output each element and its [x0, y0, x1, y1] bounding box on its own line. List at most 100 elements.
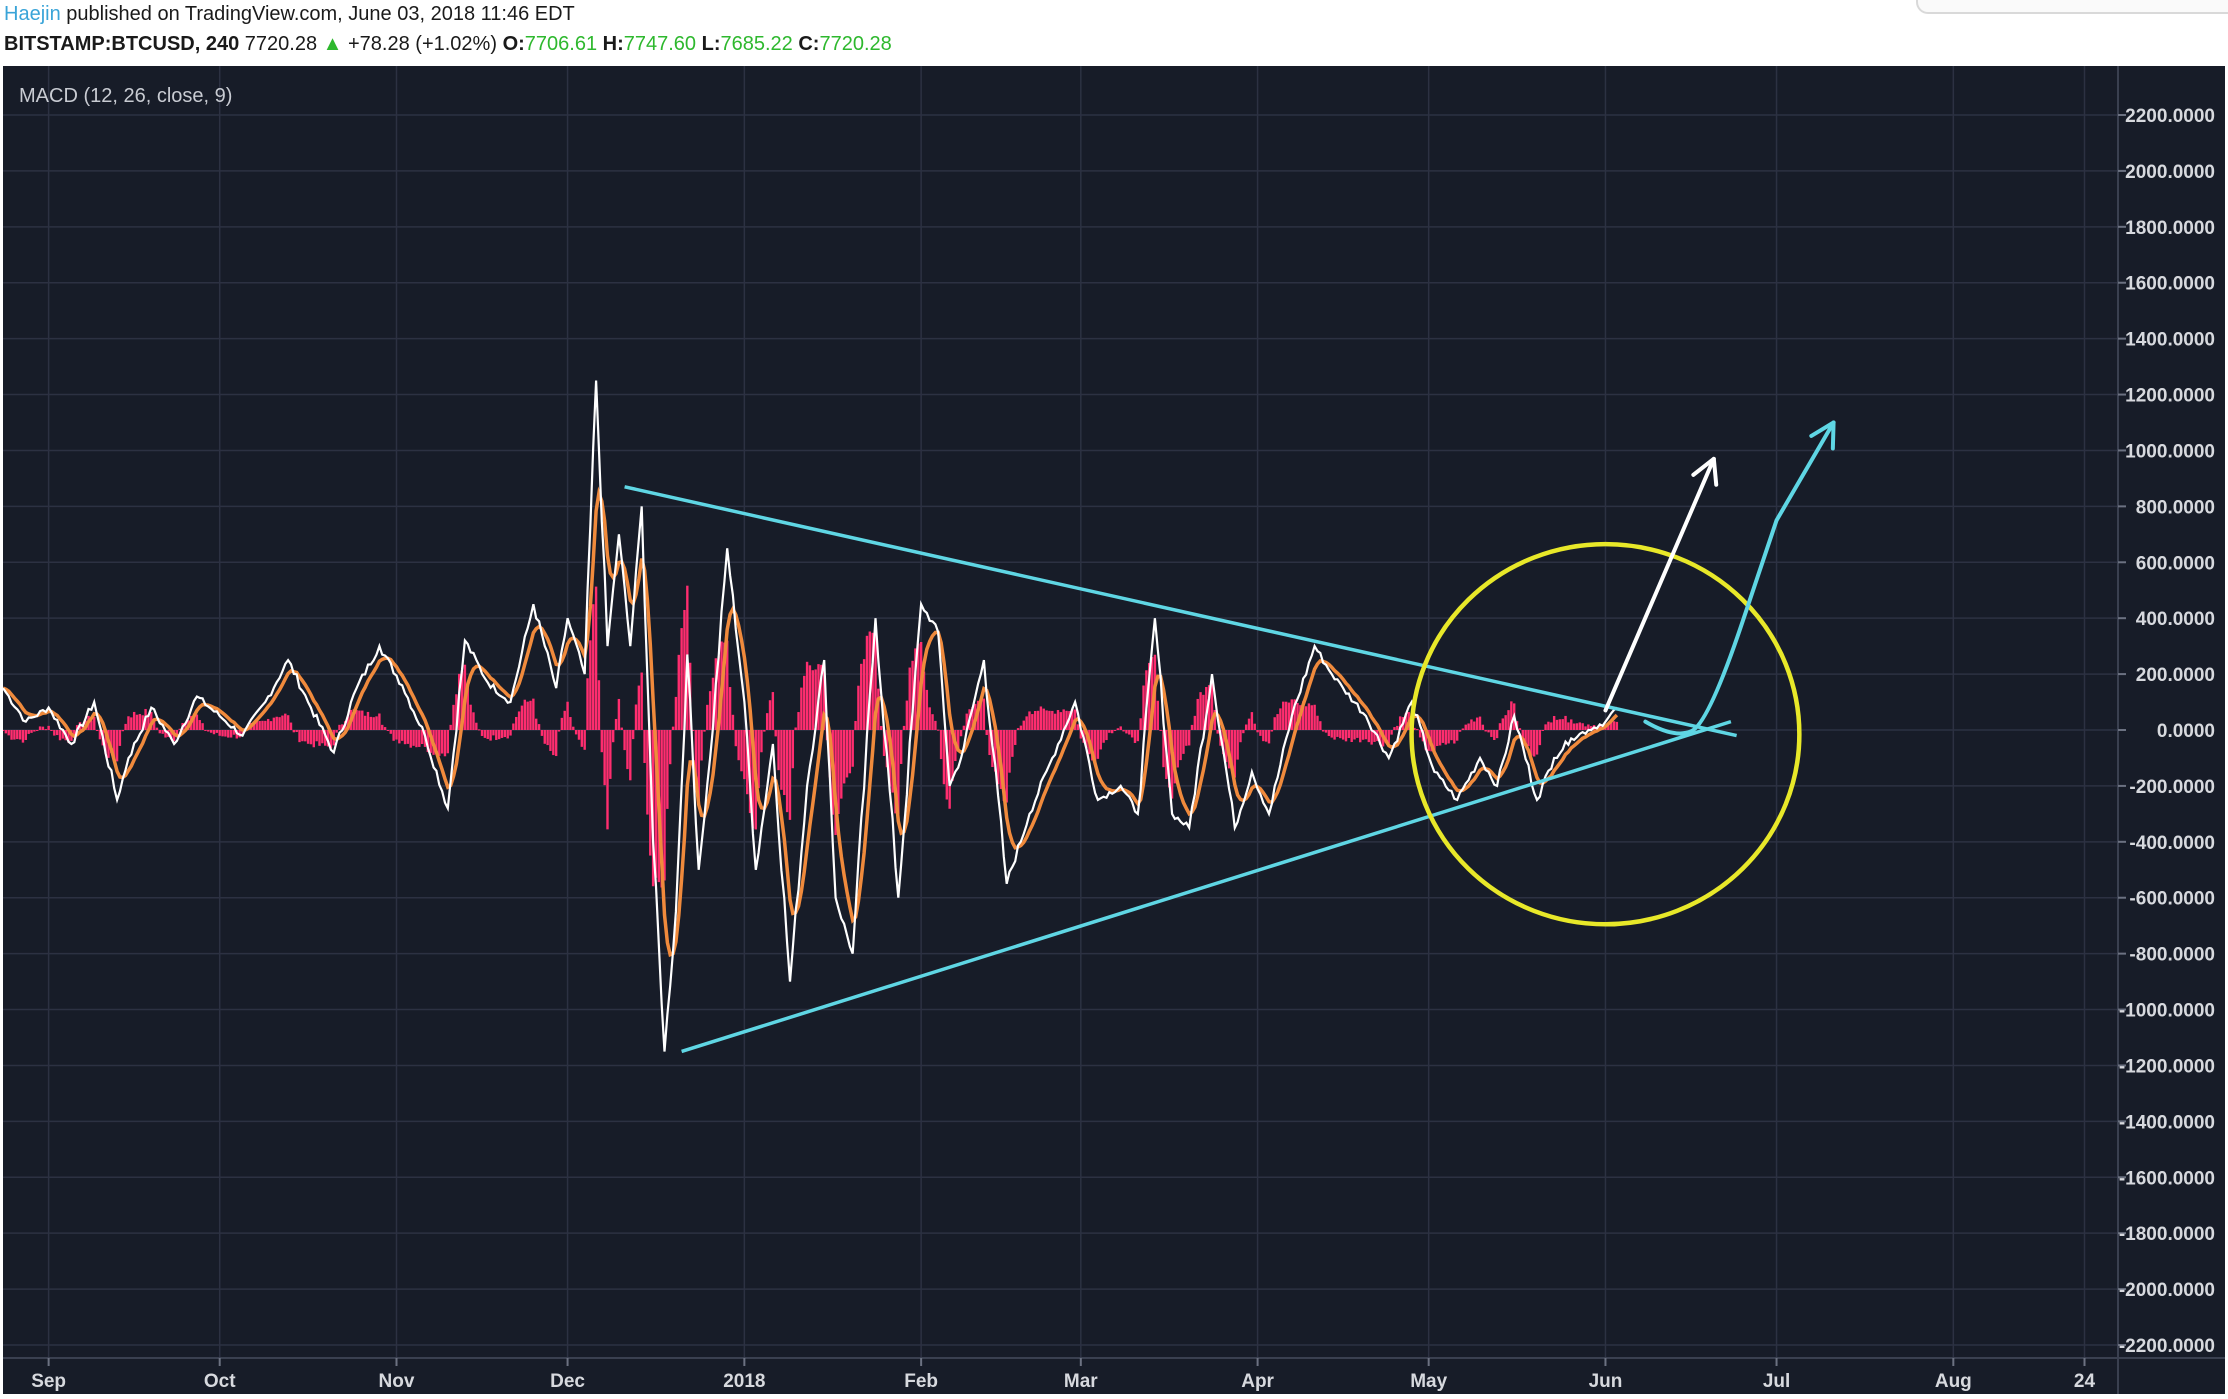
highlight-circle[interactable] — [1409, 541, 1802, 927]
histogram-bar — [1033, 710, 1037, 730]
histogram-bar — [597, 680, 601, 730]
histogram-bar — [301, 730, 304, 742]
histogram-bar — [1390, 730, 1393, 735]
histogram-bar — [115, 730, 119, 762]
histogram-bar — [1110, 730, 1114, 734]
time-axis[interactable]: Sep Oct Nov Dec 2018 Feb Mar Apr May Jun Jul Aug 24 — [31, 1358, 2095, 1392]
histogram-bar — [554, 730, 558, 757]
descending-trendline[interactable] — [624, 485, 1738, 738]
histogram-bar — [731, 714, 735, 730]
histogram-bar — [1185, 730, 1188, 746]
histogram-bar — [583, 730, 586, 750]
histogram-bar — [1396, 725, 1399, 730]
histogram-bar — [61, 730, 65, 739]
histogram-bar — [318, 730, 321, 746]
histogram-bar — [1036, 710, 1040, 730]
histogram-bar — [774, 730, 777, 737]
histogram-bar — [617, 698, 621, 730]
histogram-bar — [509, 730, 512, 736]
histogram-bar — [304, 730, 307, 742]
histogram-bar — [1555, 719, 1559, 730]
histogram-bar — [546, 730, 549, 746]
drawing-annotations[interactable] — [624, 420, 1836, 1054]
histogram-bar — [811, 670, 814, 730]
histogram-bar — [934, 720, 937, 730]
histogram-bar — [785, 730, 789, 813]
histogram-bar — [737, 730, 740, 761]
ascending-trendline[interactable] — [681, 719, 1732, 1054]
histogram-bar — [1259, 730, 1262, 736]
histogram-bar — [1356, 730, 1359, 738]
histogram-bar — [677, 654, 680, 730]
histogram-bar — [232, 730, 236, 735]
macd-line — [2, 380, 1618, 1052]
histogram-bar — [529, 700, 532, 730]
y-tick-label: -2200.0000 — [2119, 1336, 2215, 1357]
histogram-bar — [643, 730, 646, 763]
histogram-bar — [580, 730, 584, 747]
macd-chart[interactable]: 2200.0000 2000.0000 1800.0000 1600.0000 1400… — [1, 66, 2225, 1394]
histogram-bar — [746, 730, 749, 795]
price-axis[interactable]: 2200.0000 2000.0000 1800.0000 1600.0000 1400… — [2118, 106, 2215, 1357]
histogram-bar — [1207, 685, 1211, 730]
cyan-arrow[interactable] — [1643, 420, 1836, 736]
histogram-bar — [868, 631, 872, 730]
histogram-bar — [1028, 711, 1031, 730]
x-tick-label: 2018 — [723, 1371, 765, 1392]
histogram-bar — [221, 730, 224, 737]
histogram-bar — [1096, 730, 1100, 759]
histogram-bar — [1276, 714, 1279, 730]
histogram-bar — [1461, 728, 1465, 730]
histogram-bar — [603, 730, 606, 786]
histogram-bar — [378, 713, 381, 730]
histogram-bar — [395, 730, 398, 740]
histogram-bar — [1213, 709, 1217, 730]
histogram-bar — [58, 730, 62, 741]
histogram-bar — [1481, 724, 1485, 730]
histogram-bar — [452, 704, 455, 730]
histogram-bar — [1327, 730, 1331, 737]
histogram-bar — [1014, 730, 1017, 745]
histogram-bar — [783, 730, 786, 796]
histogram-bar — [1436, 730, 1439, 746]
close-value: 7720.28 — [819, 33, 892, 55]
white-arrow[interactable] — [1603, 456, 1716, 713]
histogram-bar — [1418, 730, 1422, 738]
histogram-bar — [1607, 723, 1610, 730]
author-link[interactable]: Haejin — [4, 3, 61, 25]
histogram-bar — [985, 730, 988, 736]
y-tick-label: -800.0000 — [2129, 945, 2215, 966]
histogram-bar — [215, 730, 219, 733]
histogram-bar — [1062, 709, 1065, 730]
histogram-bar — [771, 692, 775, 730]
histogram-bar — [486, 730, 489, 739]
histogram-bar — [1473, 721, 1476, 730]
histogram-bar — [1384, 730, 1388, 744]
histogram-bar — [47, 725, 50, 730]
histogram-bar — [209, 730, 213, 733]
histogram-bar — [1339, 730, 1342, 739]
histogram-bar — [27, 730, 30, 734]
histogram-bar — [1475, 717, 1479, 730]
histogram-bar — [1256, 730, 1259, 733]
histogram-bar — [1587, 724, 1590, 730]
histogram-bar — [98, 730, 102, 740]
histogram-bar — [1544, 724, 1547, 730]
histogram-bar — [361, 710, 364, 730]
histogram-bar — [797, 712, 800, 730]
histogram-bar — [164, 730, 167, 738]
histogram-bar — [426, 730, 430, 753]
histogram-bar — [1162, 730, 1165, 768]
histogram-bar — [723, 642, 726, 730]
indicator-legend[interactable]: MACD (12, 26, close, 9) — [19, 85, 232, 107]
histogram-bar — [1584, 726, 1587, 730]
histogram-bar — [400, 730, 404, 741]
histogram-bar — [1541, 730, 1544, 731]
histogram-bar — [1170, 730, 1174, 799]
histogram-bar — [1011, 730, 1014, 757]
y-tick-label: 2200.0000 — [2125, 106, 2215, 127]
chart-frame[interactable]: 2200.0000 2000.0000 1800.0000 1600.0000 1400… — [1, 66, 2225, 1394]
x-tick-label: May — [1410, 1371, 1447, 1392]
histogram-bar — [734, 730, 737, 747]
low-label: L: — [701, 33, 721, 55]
